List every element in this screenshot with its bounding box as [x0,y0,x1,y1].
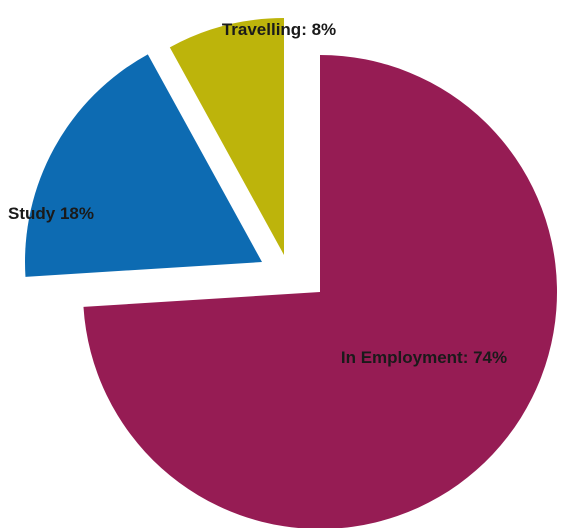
slice-in-employment [83,55,558,528]
label-travelling: Travelling: 8% [222,20,336,39]
label-in-employment: In Employment: 74% [341,348,507,367]
slice-study [25,54,263,277]
label-study: Study 18% [8,204,94,223]
slice-travelling [169,18,284,255]
